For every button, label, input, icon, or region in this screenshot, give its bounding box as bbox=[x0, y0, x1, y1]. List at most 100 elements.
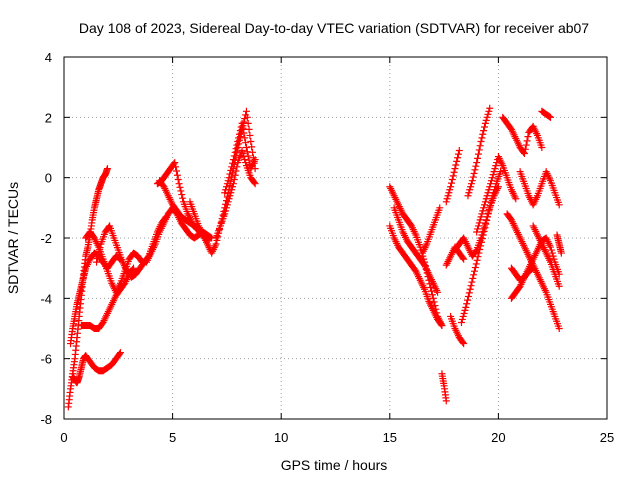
data-point bbox=[481, 224, 489, 232]
data-point bbox=[484, 213, 492, 221]
data-point bbox=[546, 113, 554, 121]
data-point bbox=[225, 195, 233, 203]
data-point bbox=[486, 183, 494, 191]
data-point bbox=[103, 165, 111, 173]
series-s6 bbox=[82, 228, 146, 296]
y-tick-label: -2 bbox=[40, 231, 52, 246]
data-point bbox=[464, 192, 472, 200]
series-s23 bbox=[464, 104, 494, 200]
data-point bbox=[550, 255, 558, 263]
data-point bbox=[251, 180, 259, 188]
data-point bbox=[436, 204, 444, 212]
data-point bbox=[470, 169, 478, 177]
data-point bbox=[483, 113, 491, 121]
data-point bbox=[249, 148, 257, 156]
data-point bbox=[480, 127, 488, 135]
data-point bbox=[466, 285, 474, 293]
data-point bbox=[244, 119, 252, 127]
axis-ticks bbox=[63, 56, 608, 420]
series-s2 bbox=[67, 249, 124, 348]
data-point bbox=[231, 171, 239, 179]
series-s32 bbox=[553, 231, 565, 257]
data-point bbox=[93, 258, 101, 266]
data-point bbox=[241, 134, 249, 142]
data-point bbox=[485, 107, 493, 115]
data-point bbox=[492, 162, 500, 170]
data-point bbox=[471, 166, 479, 174]
data-point bbox=[484, 209, 492, 217]
data-point bbox=[239, 150, 247, 158]
data-point bbox=[129, 265, 137, 273]
data-point bbox=[137, 257, 145, 265]
data-point bbox=[228, 163, 236, 171]
grid-lines bbox=[64, 57, 607, 419]
data-point bbox=[171, 159, 179, 167]
data-point bbox=[465, 289, 473, 297]
data-point bbox=[549, 252, 557, 260]
y-tick-label: 0 bbox=[45, 171, 52, 186]
data-point bbox=[468, 278, 476, 286]
data-point bbox=[223, 180, 231, 188]
data-point bbox=[229, 180, 237, 188]
data-point bbox=[477, 137, 485, 145]
data-point bbox=[469, 274, 477, 282]
data-point bbox=[224, 177, 232, 185]
data-point bbox=[230, 152, 238, 160]
data-point bbox=[523, 137, 531, 145]
data-point bbox=[222, 186, 230, 194]
data-point bbox=[221, 189, 229, 197]
series-s12 bbox=[221, 119, 259, 197]
data-point bbox=[434, 288, 442, 296]
data-point bbox=[477, 242, 485, 250]
data-point bbox=[226, 170, 234, 178]
series-s16 bbox=[418, 204, 444, 257]
data-point bbox=[484, 110, 492, 118]
data-point bbox=[464, 296, 472, 304]
data-point bbox=[207, 233, 215, 241]
data-point bbox=[246, 131, 254, 139]
x-tick-label: 25 bbox=[600, 430, 614, 445]
data-point bbox=[471, 267, 479, 275]
data-point bbox=[473, 256, 481, 264]
data-point bbox=[475, 146, 483, 154]
y-tick-label: -6 bbox=[40, 352, 52, 367]
data-point bbox=[232, 167, 240, 175]
data-point bbox=[444, 192, 452, 200]
data-point bbox=[179, 194, 187, 202]
data-point bbox=[442, 397, 450, 405]
data-point bbox=[469, 173, 477, 181]
series-s31 bbox=[538, 107, 555, 121]
data-point bbox=[116, 350, 124, 358]
data-point bbox=[461, 306, 469, 314]
data-point bbox=[173, 171, 181, 179]
data-point bbox=[475, 219, 483, 227]
series-s15 bbox=[390, 204, 442, 296]
data-point bbox=[458, 315, 466, 323]
series-s3 bbox=[69, 349, 124, 387]
data-point bbox=[173, 167, 181, 175]
data-point bbox=[437, 320, 445, 328]
data-point bbox=[250, 178, 258, 186]
series-s21 bbox=[451, 183, 502, 260]
data-point bbox=[466, 186, 474, 194]
data-point bbox=[453, 157, 461, 165]
data-point bbox=[454, 154, 462, 162]
data-point bbox=[487, 180, 495, 188]
data-point bbox=[480, 123, 488, 131]
data-point bbox=[486, 202, 494, 210]
y-axis-label: SDTVAR / TECUs bbox=[5, 182, 21, 294]
data-point bbox=[251, 156, 259, 164]
tick-labels: 0 5 10 15 20 25 -8 -6 -4 -2 0 2 4 bbox=[40, 50, 614, 445]
data-point bbox=[480, 227, 488, 235]
data-point bbox=[459, 254, 467, 262]
data-point bbox=[455, 147, 463, 155]
data-point bbox=[448, 175, 456, 183]
data-point bbox=[238, 147, 246, 155]
data-point bbox=[238, 119, 246, 127]
data-point bbox=[522, 141, 530, 149]
series-s7 bbox=[143, 204, 216, 266]
data-point bbox=[222, 207, 230, 215]
y-tick-label: -8 bbox=[40, 412, 52, 427]
data-point bbox=[459, 312, 467, 320]
